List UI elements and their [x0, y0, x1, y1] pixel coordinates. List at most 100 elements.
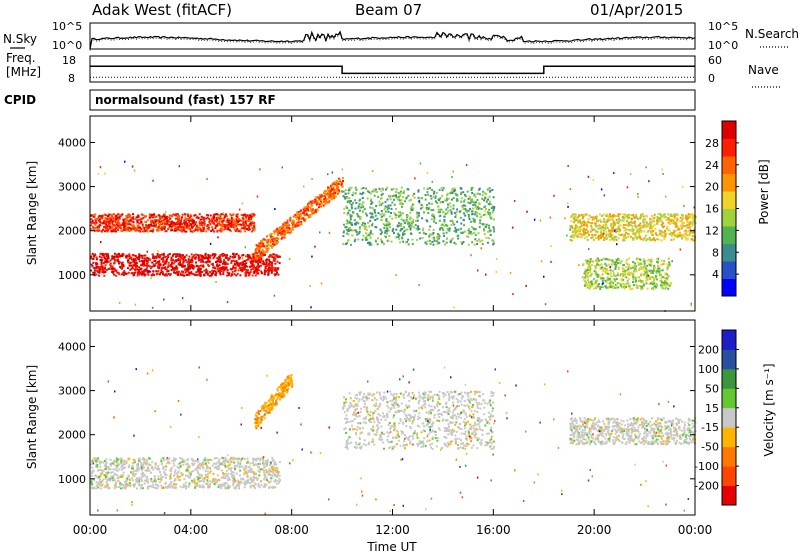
data-cell — [613, 278, 616, 281]
data-cell — [381, 212, 384, 215]
data-cell — [586, 273, 589, 276]
data-cell — [402, 240, 405, 243]
data-cell — [276, 256, 279, 258]
data-cell — [604, 263, 607, 265]
data-cell — [210, 263, 213, 266]
data-cell — [198, 220, 201, 223]
data-cell — [122, 271, 125, 274]
data-cell — [122, 254, 125, 257]
data-cell — [174, 266, 177, 269]
data-cell — [116, 461, 119, 464]
data-cell — [410, 231, 412, 234]
noise-sky-label: N.Sky — [3, 32, 37, 46]
data-cell — [425, 207, 428, 210]
data-cell — [672, 213, 675, 216]
data-cell — [660, 239, 663, 242]
data-cell — [599, 237, 602, 239]
data-cell — [208, 226, 210, 229]
data-cell — [667, 284, 670, 287]
data-cell — [119, 475, 122, 478]
data-cell — [602, 266, 605, 269]
data-cell — [143, 257, 146, 260]
data-cell — [244, 272, 247, 274]
data-cell — [158, 225, 161, 228]
data-cell — [631, 266, 634, 269]
data-cell — [276, 241, 279, 244]
data-cell — [622, 226, 625, 229]
data-cell — [105, 225, 108, 228]
data-cell — [635, 213, 638, 216]
data-cell — [238, 208, 241, 211]
data-cell — [344, 189, 347, 191]
data-cell — [492, 239, 495, 242]
data-cell — [252, 260, 255, 263]
data-cell — [474, 228, 477, 231]
data-cell — [653, 264, 656, 267]
data-cell — [114, 219, 117, 222]
data-cell — [355, 201, 358, 204]
data-cell — [263, 269, 266, 272]
data-cell — [478, 203, 481, 205]
data-cell — [692, 219, 695, 221]
data-cell — [651, 280, 654, 283]
data-cell — [399, 192, 402, 195]
data-cell — [319, 200, 322, 203]
data-cell — [361, 203, 364, 206]
data-cell — [678, 232, 681, 235]
data-cell — [661, 231, 664, 234]
data-cell — [610, 218, 613, 221]
data-cell — [216, 213, 218, 216]
data-cell — [614, 231, 617, 234]
data-cell — [193, 214, 196, 217]
data-cell — [345, 205, 348, 208]
data-cell — [362, 187, 365, 189]
data-cell — [604, 227, 607, 230]
data-cell — [456, 208, 459, 211]
data-cell — [236, 264, 239, 267]
data-cell — [373, 188, 375, 191]
data-cell — [133, 264, 136, 267]
data-cell — [380, 193, 383, 196]
data-cell — [412, 218, 415, 221]
data-cell — [230, 261, 233, 264]
data-cell — [208, 220, 211, 223]
data-cell — [271, 266, 274, 269]
data-cell — [637, 196, 639, 199]
data-cell — [190, 253, 193, 256]
data-cell — [380, 218, 383, 221]
data-cell — [571, 231, 574, 234]
data-cell — [413, 196, 416, 199]
data-cell — [184, 481, 187, 484]
data-cell — [207, 228, 210, 231]
data-cell — [411, 238, 414, 241]
data-cell — [188, 255, 191, 258]
data-cell — [677, 235, 680, 238]
data-cell — [570, 216, 572, 219]
data-cell — [344, 197, 347, 200]
data-cell — [224, 267, 227, 270]
data-cell — [242, 253, 245, 256]
data-cell — [389, 204, 392, 207]
data-cell — [118, 301, 121, 304]
data-cell — [614, 275, 617, 278]
data-cell — [398, 237, 401, 240]
data-cell — [101, 267, 104, 270]
data-cell — [452, 170, 454, 173]
data-cell — [673, 216, 676, 218]
data-cell — [138, 266, 141, 269]
data-cell — [137, 257, 140, 260]
data-cell — [354, 192, 357, 195]
data-cell — [106, 215, 109, 218]
data-cell — [613, 222, 616, 225]
data-cell — [156, 252, 159, 255]
data-cell — [393, 203, 396, 206]
data-cell — [662, 173, 664, 175]
data-cell — [283, 229, 285, 232]
data-cell — [619, 224, 622, 227]
data-cell — [156, 272, 159, 275]
data-cell — [324, 189, 327, 192]
data-cell — [664, 229, 666, 232]
data-cell — [100, 216, 103, 219]
data-cell — [240, 227, 243, 230]
